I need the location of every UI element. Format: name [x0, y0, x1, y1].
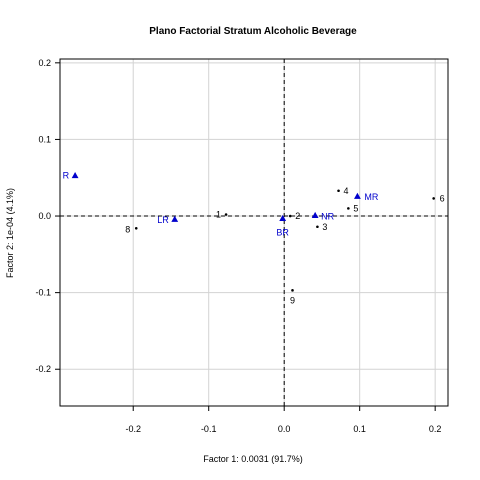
category-marker-br	[279, 214, 287, 222]
y-tick-label-3: 0.1	[38, 134, 51, 144]
y-tick-label-4: 0.2	[38, 58, 51, 68]
point-label-3: 3	[322, 222, 327, 232]
point-marker-8	[134, 226, 138, 230]
x-tick-label-1: -0.1	[201, 424, 217, 434]
point-label-1: 1	[216, 209, 221, 219]
reference-lines	[60, 59, 448, 406]
category-label-lr: LR	[157, 215, 169, 225]
y-tick-label-2: 0.0	[38, 211, 51, 221]
category-label-mr: MR	[364, 192, 378, 202]
point-label-6: 6	[440, 193, 445, 203]
y-tick-label-1: -0.1	[35, 288, 51, 298]
category-marker-lr	[171, 215, 179, 222]
point-label-4: 4	[344, 186, 349, 196]
point-marker-2	[288, 214, 292, 218]
data-points: 1 2 3 45 6 8 9 R LR BR NR MR	[63, 170, 445, 305]
point-marker-5	[347, 207, 350, 210]
point-label-5: 5	[353, 203, 358, 213]
point-label-8: 8	[125, 224, 130, 234]
y-axis-label: Factor 2: 1e-04 (4.1%)	[5, 188, 15, 278]
category-marker-mr	[354, 192, 361, 199]
x-tick-label-2: 0.0	[278, 424, 291, 434]
x-tick-label-0: -0.2	[125, 424, 141, 434]
x-axis-label: Factor 1: 0.0031 (91.7%)	[203, 454, 303, 464]
point-label-2: 2	[295, 211, 300, 221]
category-marker-nr	[311, 211, 319, 218]
axis-ticks: -0.2 -0.1 0.0 0.1 0.2 -0.2 -0.1 0.0 0.1 0.2	[35, 58, 441, 434]
grid-lines	[60, 59, 448, 406]
category-marker-r	[71, 172, 79, 179]
x-tick-label-3: 0.1	[353, 424, 366, 434]
point-marker-3	[316, 225, 319, 229]
point-marker-6	[432, 197, 435, 200]
x-tick-label-4: 0.2	[429, 424, 442, 434]
point-label-9: 9	[290, 295, 295, 305]
point-marker-1	[224, 213, 228, 216]
point-marker-4	[337, 189, 340, 193]
point-marker-9	[291, 289, 294, 292]
category-label-nr: NR	[321, 211, 334, 221]
y-tick-label-0: -0.2	[35, 364, 51, 374]
category-label-r: R	[63, 170, 70, 180]
plot-area-frame	[59, 58, 449, 407]
chart-title: Plano Factorial Stratum Alcoholic Bevera…	[149, 26, 357, 37]
category-label-br: BR	[276, 227, 289, 237]
